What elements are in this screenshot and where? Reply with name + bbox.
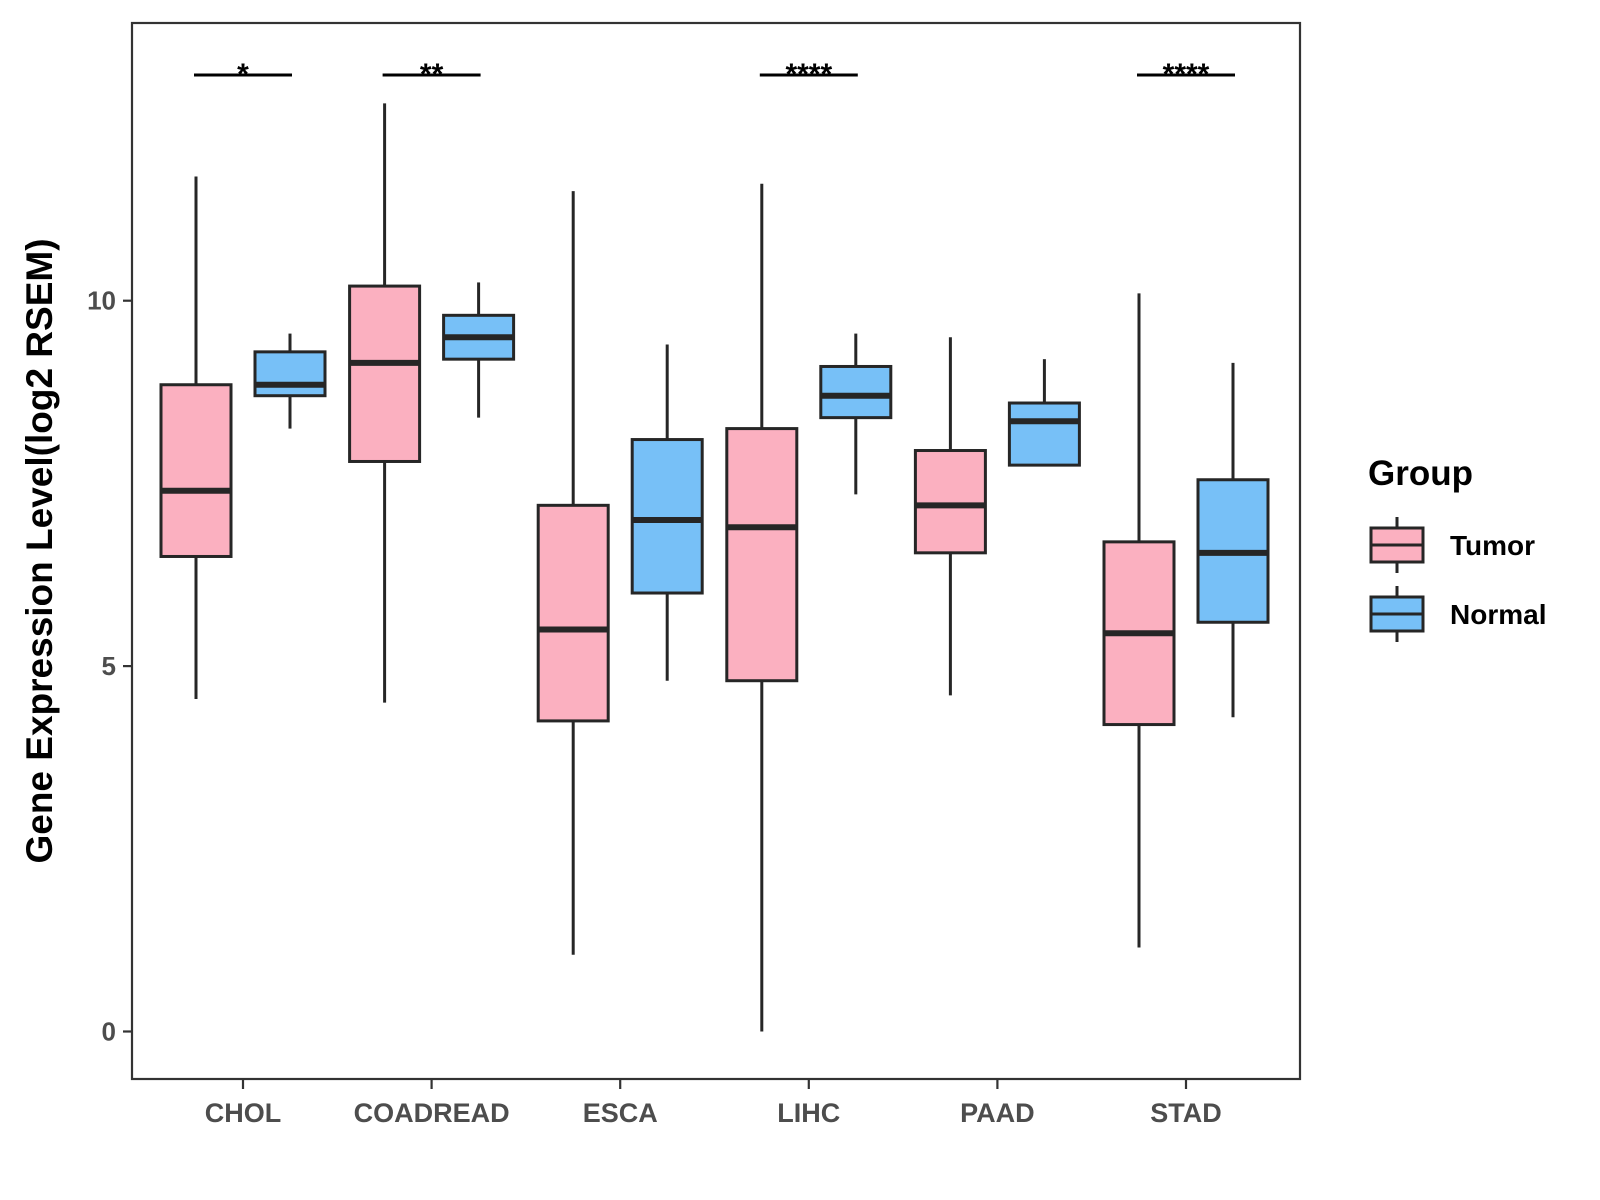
box-chol-tumor (159, 176, 233, 699)
legend-label-normal: Normal (1450, 599, 1546, 630)
y-axis-title: Gene Expression Level(log2 RSEM) (19, 238, 60, 863)
legend: Group Tumor Normal (1368, 454, 1546, 642)
box-iqr (159, 383, 233, 558)
box-iqr (725, 427, 799, 683)
significance-label: **** (1163, 58, 1210, 91)
legend-key-tumor (1369, 517, 1425, 573)
significance-lihc: **** (759, 58, 858, 91)
legend-title: Group (1368, 454, 1473, 493)
x-tick-label-coadread: COADREAD (354, 1098, 510, 1128)
box-coadread-normal (442, 282, 516, 418)
legend-label-tumor: Tumor (1450, 530, 1535, 561)
legend-entry-normal: Normal (1369, 586, 1546, 642)
significance-stad: **** (1137, 58, 1235, 91)
box-iqr (536, 503, 610, 723)
y-tick-label: 0 (102, 1016, 116, 1046)
box-iqr (348, 284, 422, 463)
x-tick-label-stad: STAD (1150, 1098, 1222, 1128)
boxes-layer (159, 103, 1270, 1032)
x-tick-label-esca: ESCA (583, 1098, 658, 1128)
box-iqr (630, 438, 704, 595)
box-chol-normal (253, 333, 327, 429)
box-iqr (913, 449, 987, 555)
box-stad-normal (1196, 362, 1270, 718)
box-iqr (253, 350, 327, 398)
legend-entry-tumor: Tumor (1369, 517, 1535, 573)
x-tick-label-lihc: LIHC (777, 1098, 840, 1128)
significance-coadread: ** (382, 58, 481, 91)
significance-chol: * (194, 58, 292, 91)
significance-label: ** (420, 58, 444, 91)
box-esca-normal (630, 344, 704, 681)
x-tick-label-chol: CHOL (205, 1098, 282, 1128)
y-axis: 0 5 10 (87, 286, 132, 1046)
significance-label: * (237, 58, 249, 91)
x-tick-label-paad: PAAD (960, 1098, 1035, 1128)
box-lihc-tumor (725, 183, 799, 1032)
significance-layer: * ** **** **** (194, 58, 1235, 91)
legend-entries: Tumor Normal (1369, 517, 1546, 642)
box-iqr (819, 364, 893, 420)
box-paad-normal (1007, 359, 1081, 467)
box-stad-tumor (1102, 293, 1176, 948)
box-coadread-tumor (348, 103, 422, 703)
x-axis: CHOL COADREAD ESCA LIHC PAAD STAD (205, 1079, 1222, 1128)
box-iqr (1007, 401, 1081, 467)
box-esca-tumor (536, 191, 610, 955)
y-tick-label: 5 (102, 651, 116, 681)
significance-label: **** (785, 58, 832, 91)
legend-key-normal (1369, 586, 1425, 642)
box-lihc-normal (819, 333, 893, 495)
box-paad-tumor (913, 337, 987, 696)
y-tick-label: 10 (87, 286, 116, 316)
